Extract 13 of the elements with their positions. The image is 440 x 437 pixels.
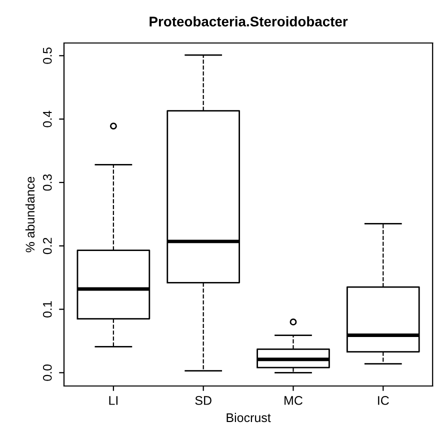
y-axis-title: % abundance xyxy=(25,176,35,252)
y-tick-label: 0.2 xyxy=(42,238,52,254)
y-tick-label: 0.0 xyxy=(42,364,52,381)
x-axis-title: Biocrust xyxy=(226,412,271,422)
x-tick-label: MC xyxy=(284,396,302,405)
y-tick-label: 0.4 xyxy=(42,110,52,128)
y-tick-label: 0.1 xyxy=(42,301,52,318)
y-tick-label: 0.3 xyxy=(42,174,52,191)
y-tick-label: 0.5 xyxy=(42,48,52,64)
x-tick-label: IC xyxy=(378,396,389,405)
x-tick-label: LI xyxy=(109,396,118,405)
chart-title: Proteobacteria.Steroidobacter xyxy=(150,16,348,26)
x-tick-label: SD xyxy=(195,396,212,405)
